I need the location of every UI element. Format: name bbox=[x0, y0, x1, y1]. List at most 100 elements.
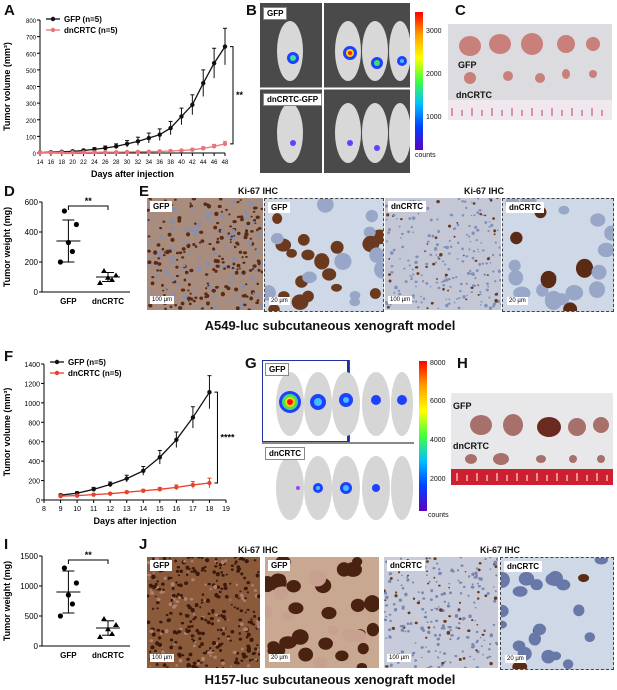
x-tick-label: 10 bbox=[73, 506, 81, 513]
nucleus bbox=[225, 573, 228, 576]
nucleus bbox=[191, 198, 197, 201]
nucleus bbox=[230, 235, 233, 238]
data-point bbox=[91, 492, 96, 497]
nucleus bbox=[433, 626, 436, 629]
nucleus bbox=[357, 642, 369, 655]
nucleus bbox=[322, 268, 337, 281]
y-tick-label: 200 bbox=[28, 479, 40, 486]
e-ihc-header-right: Ki-67 IHC bbox=[464, 186, 505, 196]
nucleus bbox=[151, 557, 155, 561]
nucleus bbox=[219, 648, 223, 652]
nucleus bbox=[153, 649, 158, 653]
nucleus bbox=[395, 591, 398, 594]
nucleus bbox=[470, 291, 474, 294]
nucleus bbox=[448, 625, 452, 629]
nucleus bbox=[228, 300, 233, 304]
nucleus bbox=[462, 618, 465, 621]
legend-label-0: GFP (n=5) bbox=[64, 15, 102, 24]
nucleus bbox=[286, 579, 301, 593]
nucleus bbox=[215, 561, 218, 565]
nucleus bbox=[260, 207, 263, 211]
nucleus bbox=[427, 582, 430, 585]
nucleus bbox=[406, 622, 410, 626]
nucleus bbox=[260, 262, 263, 267]
nucleus bbox=[400, 232, 404, 236]
nucleus bbox=[147, 235, 150, 238]
nucleus bbox=[435, 254, 438, 256]
nucleus bbox=[401, 574, 403, 577]
nucleus bbox=[298, 647, 314, 662]
data-point bbox=[92, 150, 97, 155]
j-ihc-header-left: Ki-67 IHC bbox=[238, 545, 279, 555]
nucleus bbox=[384, 618, 387, 622]
nucleus bbox=[199, 230, 204, 234]
nucleus bbox=[216, 618, 221, 623]
nucleus bbox=[256, 625, 260, 629]
nucleus bbox=[246, 632, 251, 637]
nucleus bbox=[198, 241, 202, 244]
nucleus bbox=[224, 559, 228, 563]
colorbar-g-tick-4000: 4000 bbox=[430, 437, 446, 444]
nucleus bbox=[462, 295, 466, 299]
nucleus bbox=[183, 559, 187, 563]
nucleus bbox=[573, 604, 585, 617]
significance-bracket bbox=[214, 391, 218, 484]
nucleus bbox=[187, 283, 192, 287]
nucleus bbox=[251, 267, 255, 270]
nucleus bbox=[416, 601, 421, 605]
nucleus bbox=[180, 621, 185, 625]
nucleus bbox=[483, 630, 486, 633]
nucleus bbox=[369, 247, 383, 263]
nucleus bbox=[384, 599, 387, 602]
nucleus bbox=[223, 582, 227, 587]
nucleus bbox=[435, 580, 438, 583]
nucleus bbox=[484, 303, 488, 308]
nucleus bbox=[243, 599, 247, 602]
nucleus bbox=[161, 283, 164, 287]
nucleus bbox=[209, 616, 214, 621]
nucleus bbox=[147, 221, 150, 224]
nucleus bbox=[489, 261, 492, 264]
nucleus bbox=[422, 297, 426, 300]
nucleus bbox=[267, 643, 286, 658]
nucleus bbox=[158, 235, 162, 239]
data-point bbox=[70, 150, 75, 155]
legend-label-1: dnCRTC (n=5) bbox=[64, 26, 118, 35]
nucleus bbox=[214, 269, 218, 273]
nucleus bbox=[477, 590, 480, 594]
nucleus bbox=[477, 585, 481, 588]
nucleus bbox=[274, 573, 286, 584]
x-tick-label: 48 bbox=[222, 160, 229, 166]
nucleus bbox=[221, 632, 226, 636]
nucleus bbox=[282, 610, 294, 621]
nucleus bbox=[204, 565, 207, 569]
nucleus bbox=[439, 608, 443, 612]
nucleus bbox=[147, 560, 151, 565]
nucleus bbox=[477, 293, 480, 296]
nucleus bbox=[162, 557, 167, 560]
data-point bbox=[103, 145, 108, 151]
nucleus bbox=[257, 227, 262, 230]
nucleus bbox=[426, 206, 430, 210]
nucleus bbox=[427, 630, 431, 635]
nucleus bbox=[236, 651, 240, 655]
nucleus bbox=[426, 243, 429, 245]
nucleus bbox=[270, 233, 284, 245]
nucleus bbox=[248, 659, 252, 662]
nucleus bbox=[165, 270, 169, 274]
x-tick-label: 46 bbox=[211, 160, 218, 166]
nucleus bbox=[221, 626, 226, 630]
nucleus bbox=[444, 273, 448, 277]
nucleus bbox=[420, 646, 424, 649]
nucleus bbox=[441, 663, 444, 667]
nucleus bbox=[474, 619, 477, 622]
nucleus bbox=[501, 572, 510, 588]
nucleus bbox=[467, 575, 471, 578]
nucleus bbox=[439, 253, 443, 257]
nucleus bbox=[387, 231, 390, 235]
nucleus bbox=[224, 594, 229, 599]
nucleus bbox=[175, 595, 178, 598]
nucleus bbox=[256, 299, 260, 302]
nucleus bbox=[170, 277, 175, 282]
nucleus bbox=[241, 256, 244, 259]
